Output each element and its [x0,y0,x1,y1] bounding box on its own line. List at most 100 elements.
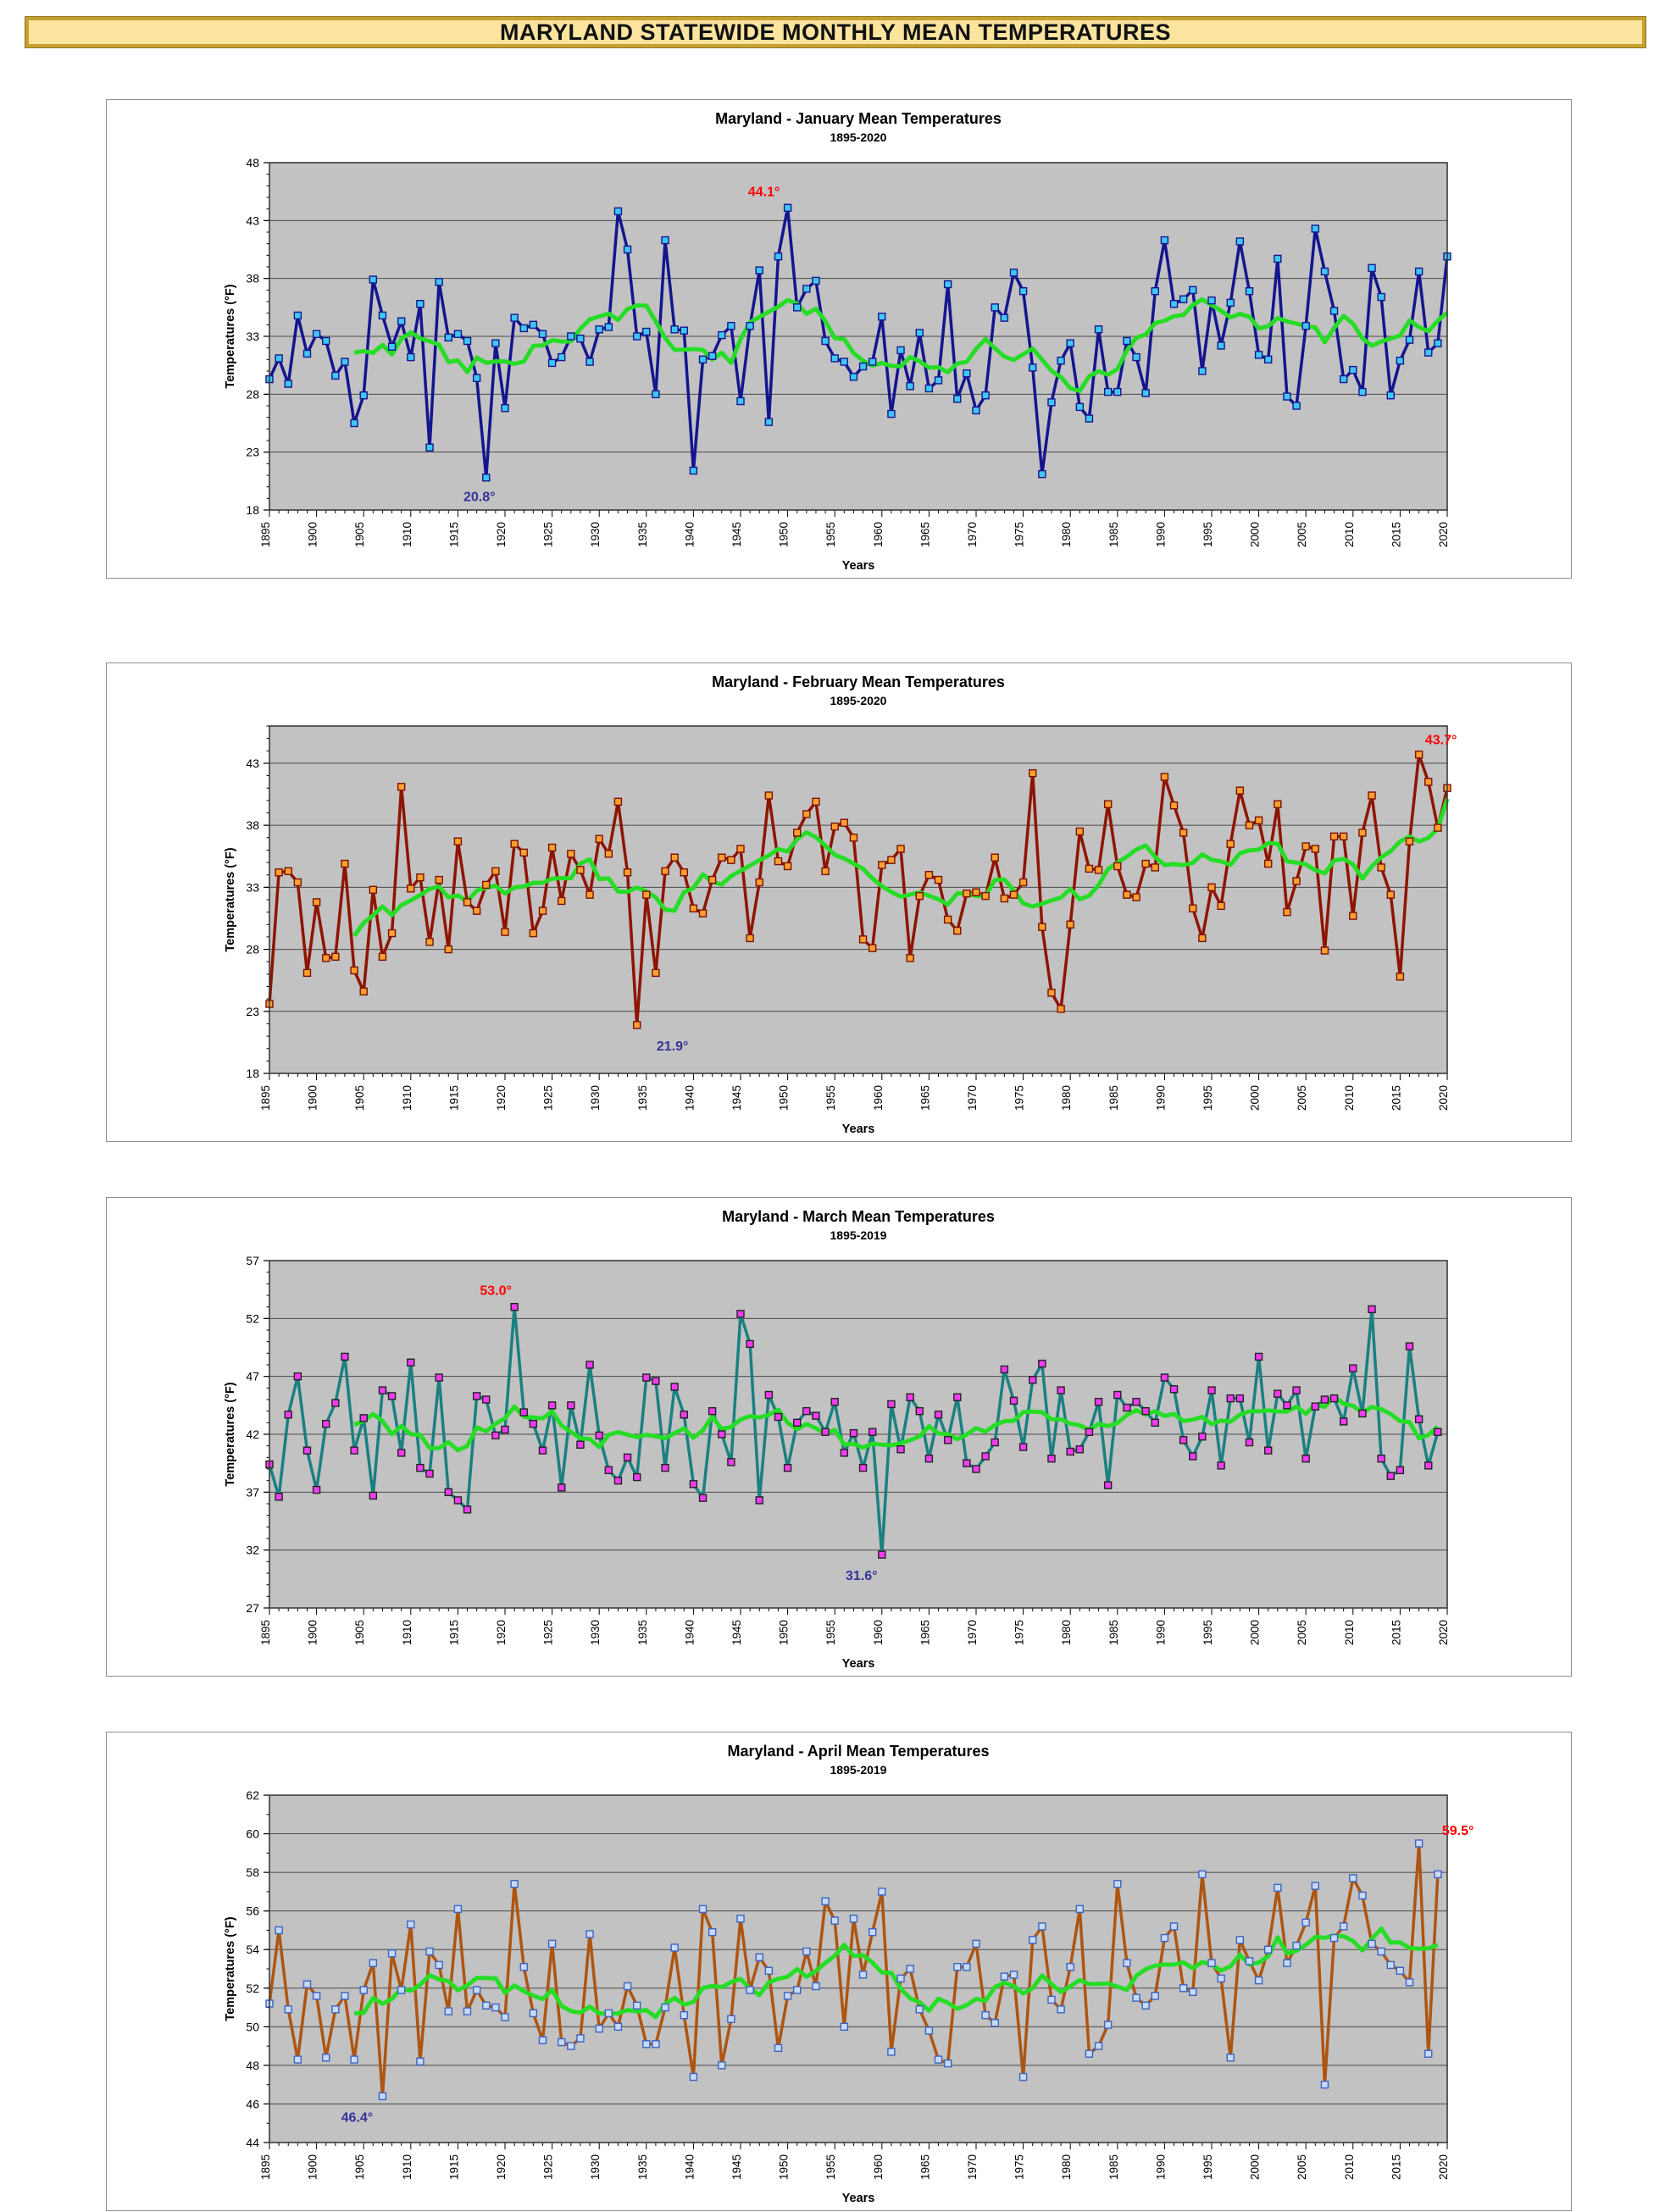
svg-text:2020: 2020 [1437,522,1450,547]
svg-text:1950: 1950 [778,1085,791,1111]
y-axis-title: Temperatures (°F) [224,1382,237,1486]
chart-panel-january: Maryland - January Mean Temperatures 189… [106,99,1572,579]
svg-text:2020: 2020 [1437,1620,1450,1645]
svg-text:33: 33 [246,330,259,343]
plot-border [269,1794,1448,2143]
y-axis-labels: 18 23 28 33 38 43 [246,725,269,1080]
svg-text:1920: 1920 [495,1085,508,1111]
y-axis-labels: 18 23 28 33 38 43 48 [246,156,269,517]
svg-text:1985: 1985 [1107,2154,1120,2180]
chart-canvas-april: 44 46 48 50 52 54 56 58 60 62 1895 1900 1905 1910 1915… [107,1732,1573,2212]
chart-panel-march: Maryland - March Mean Temperatures 1895-… [106,1197,1572,1677]
svg-text:1930: 1930 [589,2154,602,2180]
svg-text:2005: 2005 [1296,1620,1308,1645]
svg-text:2010: 2010 [1343,1085,1356,1111]
svg-text:44.1°: 44.1° [748,185,780,199]
svg-text:1945: 1945 [730,2154,743,2180]
svg-text:2000: 2000 [1249,2154,1262,2180]
annotation-max: 43.7° [1425,734,1457,748]
x-axis-labels: 1895 1900 1905 1910 1915 1920 1925 1930 1935 1940… [259,2143,1450,2180]
svg-text:1965: 1965 [918,1085,931,1111]
svg-text:44: 44 [246,2136,259,2149]
svg-text:1910: 1910 [401,522,413,547]
svg-text:1980: 1980 [1060,1085,1073,1111]
svg-text:1985: 1985 [1107,1085,1120,1111]
svg-text:2020: 2020 [1437,2154,1450,2180]
svg-text:1965: 1965 [918,522,931,547]
x-axis-title: Years [842,2192,875,2205]
svg-text:1945: 1945 [730,1620,743,1645]
svg-text:31.6°: 31.6° [846,1569,878,1583]
svg-text:48: 48 [246,2059,259,2072]
svg-text:21.9°: 21.9° [657,1039,689,1054]
annotation-min: 20.8° [463,491,496,505]
svg-text:1940: 1940 [683,1085,696,1111]
svg-text:1895: 1895 [259,1620,272,1645]
svg-text:1950: 1950 [778,522,791,547]
moving-average-line [353,1926,1439,2020]
svg-text:1900: 1900 [307,1085,319,1111]
svg-text:1960: 1960 [872,522,885,547]
svg-text:1915: 1915 [447,1620,460,1645]
y-axis-title: Temperatures (°F) [224,284,237,388]
chart-title: Maryland - March Mean Temperatures [722,1208,995,1225]
svg-text:1995: 1995 [1202,522,1214,547]
svg-text:1910: 1910 [401,2154,413,2180]
svg-text:1925: 1925 [542,522,555,547]
svg-text:57: 57 [246,1254,259,1267]
chart-subtitle: 1895-2019 [830,1228,887,1242]
chart-svg: 18 23 28 33 38 43 48 1895 1900 1905 1910 1915 1920 19… [224,156,1451,573]
chart-canvas-february: 18 23 28 33 38 43 1895 1900 1905 1910 1915 1920 1925… [107,663,1573,1143]
svg-text:2000: 2000 [1249,1085,1262,1111]
y-axis-title: Temperatures (°F) [224,847,237,951]
chart-svg: 27 32 37 42 47 52 57 1895 1900 1905 1910 1915 1920 19… [224,1254,1450,1671]
svg-text:1980: 1980 [1060,2154,1073,2180]
plot-border [269,162,1448,511]
chart-canvas-january: 18 23 28 33 38 43 48 1895 1900 1905 1910 1915 1920 19… [107,100,1573,579]
x-axis-labels: 1895 1900 1905 1910 1915 1920 1925 1930 1935 1940… [259,510,1450,547]
svg-text:43: 43 [246,213,259,227]
chart-subtitle: 1895-2020 [830,130,887,144]
svg-text:2000: 2000 [1249,522,1262,547]
svg-text:18: 18 [246,1067,259,1080]
svg-text:1985: 1985 [1107,1620,1120,1645]
x-axis-title: Years [842,1123,875,1136]
svg-text:1930: 1930 [589,522,602,547]
svg-text:1955: 1955 [824,1085,837,1111]
svg-text:1910: 1910 [401,1085,413,1111]
svg-text:32: 32 [246,1544,259,1557]
svg-text:43.7°: 43.7° [1425,734,1457,748]
svg-text:1975: 1975 [1013,1085,1026,1111]
svg-text:1985: 1985 [1107,522,1120,547]
svg-text:52: 52 [246,1311,259,1325]
svg-text:1980: 1980 [1060,522,1073,547]
svg-text:60: 60 [246,1827,259,1841]
svg-text:1940: 1940 [683,2154,696,2180]
svg-text:62: 62 [246,1788,259,1802]
svg-text:1930: 1930 [589,1620,602,1645]
svg-text:1970: 1970 [966,522,979,547]
svg-text:48: 48 [246,156,259,169]
svg-text:23: 23 [246,1005,259,1018]
svg-text:1970: 1970 [966,2154,979,2180]
svg-text:1960: 1960 [872,1620,885,1645]
svg-text:1995: 1995 [1202,1620,1214,1645]
svg-text:2010: 2010 [1343,1620,1356,1645]
title-banner: MARYLAND STATEWIDE MONTHLY MEAN TEMPERAT… [25,17,1645,47]
annotation-max: 44.1° [748,185,780,199]
svg-text:1905: 1905 [353,1085,366,1111]
svg-text:1920: 1920 [495,522,508,547]
plot-area [269,1795,1447,2143]
svg-text:46.4°: 46.4° [341,2110,374,2125]
svg-text:1915: 1915 [447,2154,460,2180]
x-axis-title: Years [842,559,875,573]
svg-text:1975: 1975 [1013,2154,1026,2180]
svg-text:2010: 2010 [1343,522,1356,547]
plot-border [269,1260,1448,1609]
svg-text:2020: 2020 [1437,1085,1450,1111]
moving-average-line [352,798,1450,938]
svg-text:1990: 1990 [1154,522,1167,547]
svg-text:1915: 1915 [447,522,460,547]
moving-average-line [353,297,1449,394]
svg-text:2005: 2005 [1296,1085,1308,1111]
